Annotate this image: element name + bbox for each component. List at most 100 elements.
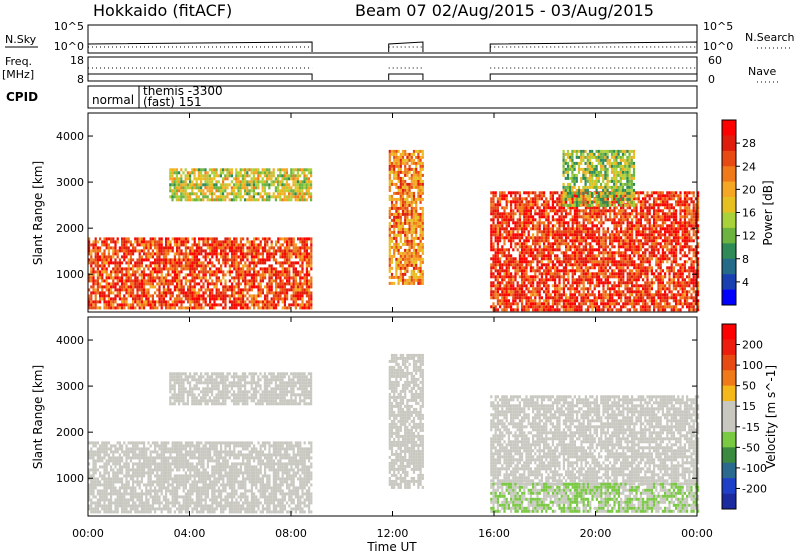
echo-cell	[558, 287, 561, 291]
echo-cell	[408, 230, 411, 234]
nsky-run	[388, 41, 424, 52]
echo-cell	[521, 263, 524, 267]
echo-cell	[395, 191, 398, 195]
echo-cell	[514, 242, 517, 246]
echo-cell	[529, 299, 532, 303]
echo-cell	[272, 192, 275, 196]
echo-cell	[521, 236, 524, 240]
echo-cell	[523, 284, 526, 288]
echo-cell	[591, 266, 594, 270]
echo-cell	[292, 240, 295, 244]
echo-cell	[613, 215, 616, 219]
echo-cell	[308, 255, 311, 259]
echo-cell	[622, 194, 625, 198]
echo-cell	[195, 249, 198, 253]
echo-cell	[224, 264, 227, 268]
echo-cell	[270, 291, 273, 295]
echo-cell	[404, 203, 407, 207]
echo-cell	[551, 272, 554, 276]
echo-cell	[180, 237, 183, 241]
echo-cell	[569, 290, 572, 294]
echo-cell	[388, 227, 391, 231]
echo-cell	[96, 285, 99, 289]
echo-cell	[527, 248, 530, 252]
echo-cell	[551, 248, 554, 252]
echo-cell	[266, 258, 269, 262]
echo-cell	[567, 236, 570, 240]
echo-cell	[292, 288, 295, 292]
echo-cell	[417, 185, 420, 189]
echo-cell	[92, 282, 95, 286]
echo-cell	[569, 296, 572, 300]
echo-cell	[412, 173, 416, 177]
echo-cell	[90, 261, 93, 265]
echo-cell	[505, 227, 508, 231]
echo-cell	[560, 206, 563, 210]
echo-cell	[573, 251, 576, 255]
echo-cell	[222, 240, 225, 244]
echo-cell	[264, 261, 267, 265]
echo-cell	[602, 236, 605, 240]
echo-cell	[503, 290, 506, 294]
echo-cell	[156, 249, 159, 253]
echo-cell	[388, 194, 391, 198]
echo-cell	[129, 240, 132, 244]
echo-cell	[186, 171, 189, 175]
echo-cell	[114, 285, 117, 289]
echo-cell	[395, 155, 398, 159]
echo-cell	[299, 198, 302, 202]
echo-cell	[261, 270, 264, 274]
echo-cell	[584, 302, 587, 306]
echo-cell	[547, 290, 550, 294]
echo-cell	[305, 258, 308, 262]
echo-cell	[222, 198, 225, 202]
echo-cell	[138, 264, 141, 268]
echo-cell	[294, 300, 297, 304]
echo-cell	[412, 257, 416, 261]
echo-cell	[408, 155, 411, 159]
echo-cell	[180, 249, 183, 253]
echo-cell	[576, 248, 579, 252]
echo-cell	[551, 206, 554, 210]
echo-cell	[213, 243, 216, 247]
echo-cell	[206, 279, 209, 283]
echo-cell	[143, 249, 146, 253]
echo-cell	[525, 284, 528, 288]
echo-cell	[573, 221, 576, 225]
echo-cell	[217, 288, 220, 292]
echo-cell	[123, 303, 126, 307]
echo-cell	[620, 197, 623, 201]
echo-cell	[518, 245, 521, 249]
echo-cell	[540, 236, 543, 240]
echo-cell	[292, 183, 295, 187]
echo-cell	[264, 303, 267, 307]
echo-cell	[611, 236, 614, 240]
echo-cell	[503, 206, 506, 210]
echo-cell	[595, 218, 598, 222]
echo-cell	[253, 285, 256, 289]
echo-cell	[496, 269, 499, 273]
echo-cell	[257, 252, 260, 256]
echo-cell	[393, 212, 396, 216]
echo-cell	[617, 230, 620, 234]
echo-cell	[121, 255, 124, 259]
echo-cell	[571, 233, 574, 237]
echo-cell	[246, 291, 249, 295]
echo-cell	[204, 195, 207, 199]
echo-cell	[215, 171, 218, 175]
echo-cell	[237, 246, 240, 250]
echo-cell	[492, 284, 495, 288]
echo-cell	[193, 273, 196, 277]
echo-cell	[88, 261, 91, 265]
echo-cell	[215, 249, 218, 253]
echo-cell	[510, 293, 513, 297]
echo-cell	[292, 246, 295, 250]
echo-cell	[421, 152, 424, 156]
echo-cell	[604, 293, 607, 297]
echo-cell	[171, 183, 174, 187]
echo-cell	[578, 221, 581, 225]
echo-cell	[536, 224, 539, 228]
echo-cell	[274, 198, 277, 202]
echo-cell	[222, 306, 225, 310]
echo-cell	[399, 272, 402, 276]
